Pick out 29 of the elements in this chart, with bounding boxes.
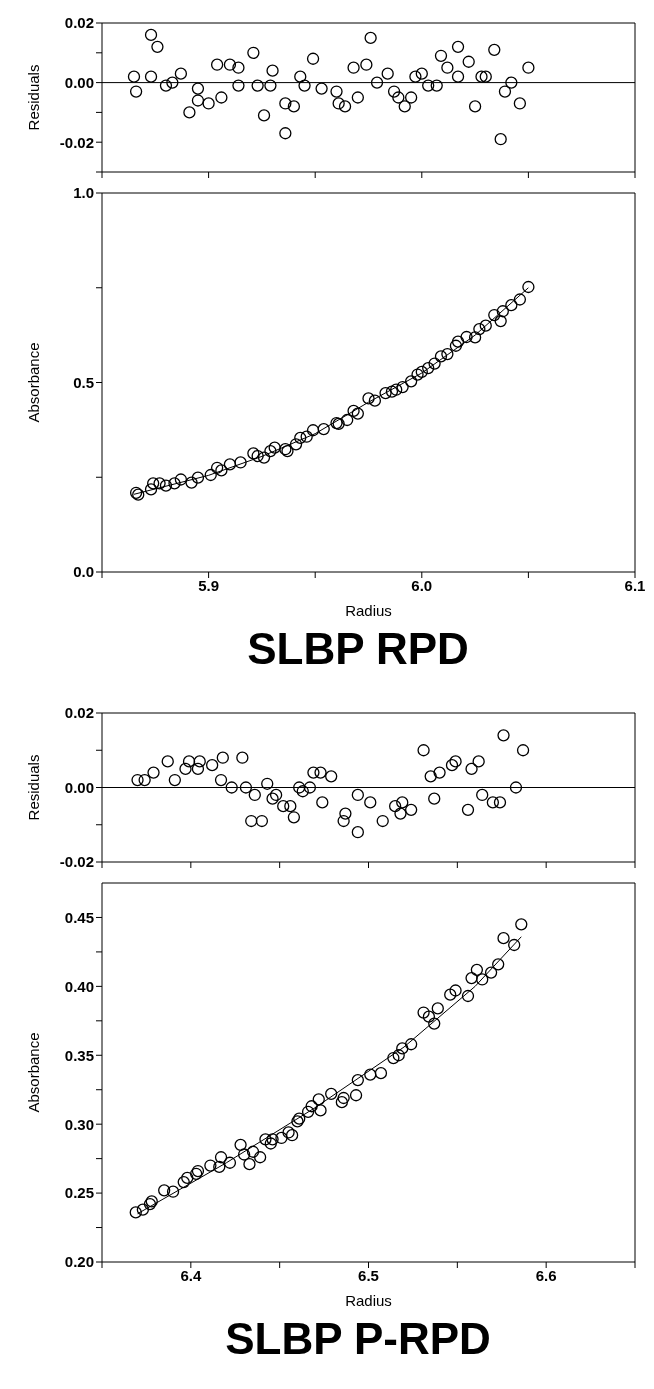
y-axis-title: Residuals (25, 754, 43, 821)
text: SLBP P-RPD (224, 1314, 492, 1364)
y-tick-label: 1.0 (73, 184, 94, 202)
y-tick-label: 0.30 (64, 1115, 94, 1133)
y-tick-label: 0.25 (64, 1184, 94, 1202)
x-axis-title: Radius (345, 1292, 392, 1309)
x-tick-label: 6.4 (180, 1266, 202, 1284)
y-tick-label: 0.02 (64, 704, 94, 722)
y-tick-label: 0.20 (64, 1253, 94, 1271)
x-axis-title: Radius (345, 602, 392, 619)
x-tick-label: 6.5 (358, 1266, 379, 1284)
x-tick-label: 6.6 (535, 1266, 557, 1284)
x-tick-label: 6.0 (411, 576, 433, 594)
x-tick-label: 5.9 (198, 576, 220, 594)
y-tick-label: 0.0 (73, 563, 94, 581)
text: SLBP RPD (246, 624, 470, 674)
y-tick-label: 0.45 (64, 908, 94, 926)
y-axis-title: Absorbance (25, 1032, 43, 1113)
y-tick-label: 0.02 (64, 14, 94, 32)
y-tick-label: 0.00 (64, 73, 94, 91)
y-tick-label: -0.02 (59, 133, 94, 151)
y-tick-label: 0.00 (64, 778, 94, 796)
y-tick-label: -0.02 (59, 853, 94, 871)
y-tick-label: 0.5 (73, 373, 94, 391)
x-tick-label: 6.1 (624, 576, 646, 594)
y-tick-label: 0.35 (64, 1046, 94, 1064)
y-axis-title: Absorbance (25, 342, 43, 423)
y-tick-label: 0.40 (64, 977, 94, 995)
y-axis-title: Residuals (25, 64, 43, 131)
